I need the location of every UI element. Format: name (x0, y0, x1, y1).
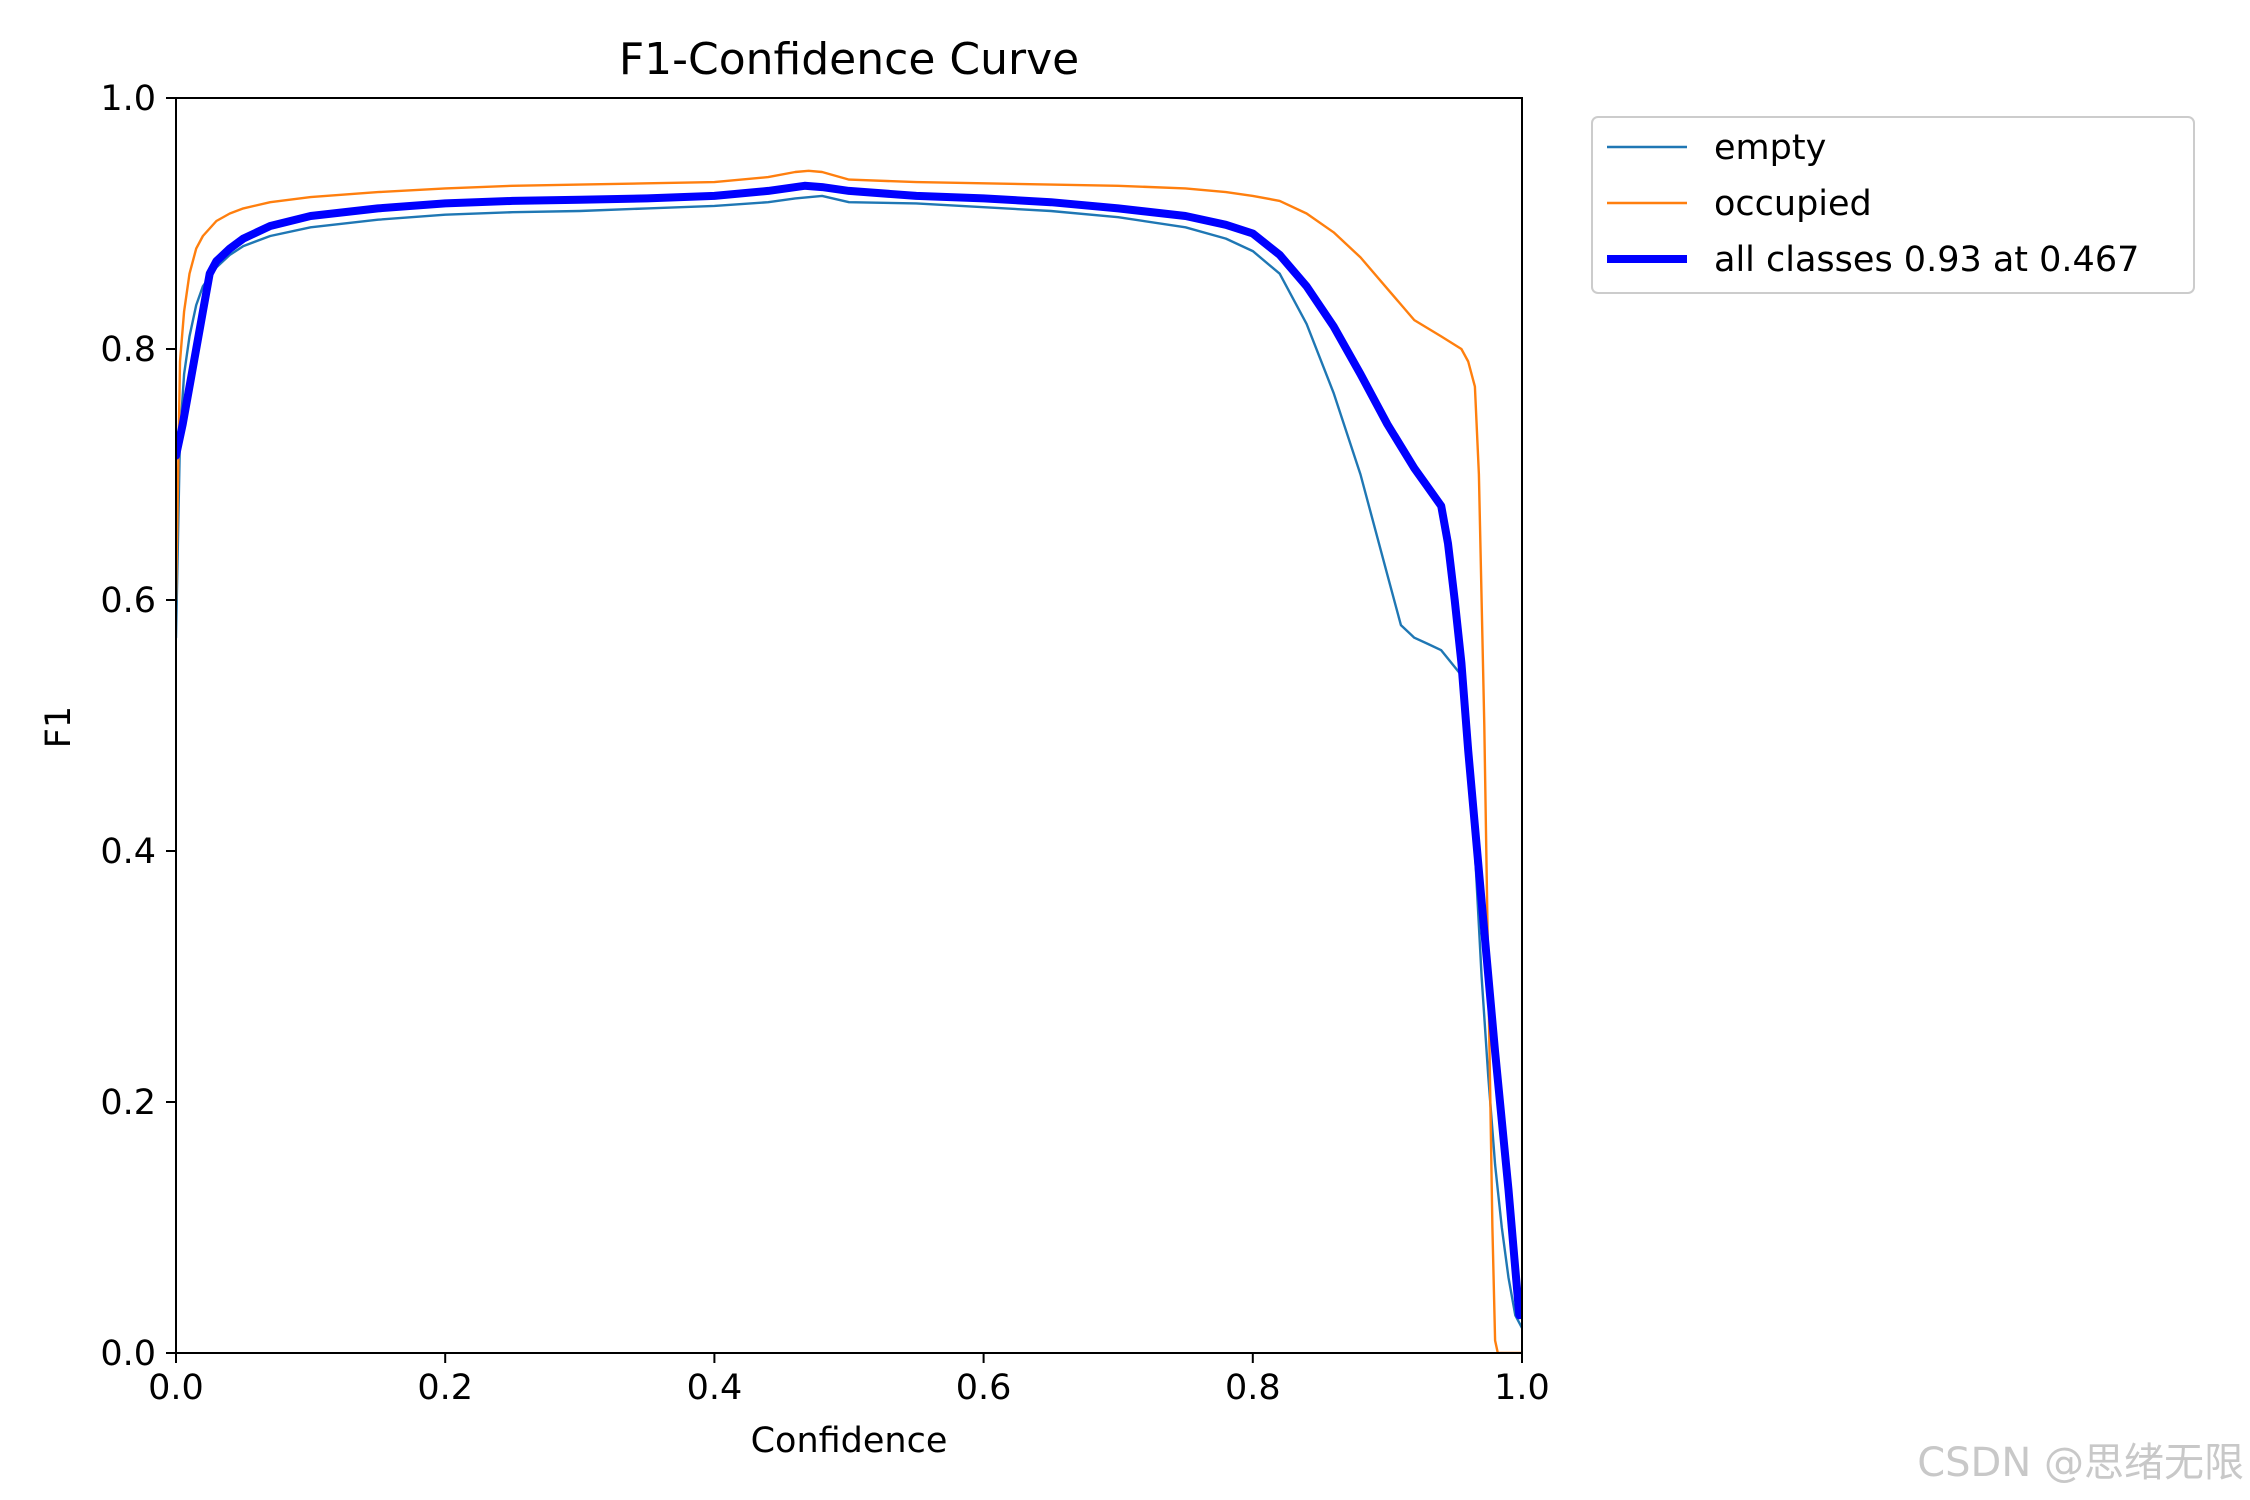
x-tick-label: 0.0 (148, 1368, 204, 1408)
x-tick-label: 0.6 (956, 1368, 1012, 1408)
x-tick-label: 0.2 (417, 1368, 473, 1408)
ticks-layer: 0.0 0.2 0.4 0.6 0.8 1.0 0.0 0.2 0.4 0.6 0.8 1.0 (100, 79, 1550, 1408)
series-layer (176, 169, 1522, 1353)
x-tick-label: 1.0 (1494, 1368, 1550, 1408)
chart-title: F1-Confidence Curve (619, 34, 1079, 85)
plot-frame (175, 97, 1523, 1354)
series-line-2 (176, 181, 1522, 1320)
y-tick-label: 0.4 (100, 832, 156, 872)
watermark: CSDN @思绪无限 (1917, 1440, 2244, 1486)
x-axis-label: Confidence (751, 1421, 948, 1461)
legend-label-0: empty (1714, 128, 1826, 168)
x-tick-label: 0.8 (1225, 1368, 1281, 1408)
y-axis-label: F1 (39, 706, 79, 748)
y-tick-label: 1.0 (100, 79, 156, 119)
y-tick-label: 0.2 (100, 1083, 156, 1123)
series-line-1 (176, 169, 1522, 1353)
y-tick-label: 0.6 (100, 581, 156, 621)
x-tick-label: 0.4 (687, 1368, 743, 1408)
y-tick-label: 0.0 (100, 1334, 156, 1374)
legend-label-2: all classes 0.93 at 0.467 (1714, 240, 2139, 280)
legend: empty occupied all classes 0.93 at 0.467 (1591, 116, 2195, 294)
y-tick-label: 0.8 (100, 330, 156, 370)
legend-label-1: occupied (1714, 184, 1872, 224)
legend-box (1591, 116, 2195, 294)
